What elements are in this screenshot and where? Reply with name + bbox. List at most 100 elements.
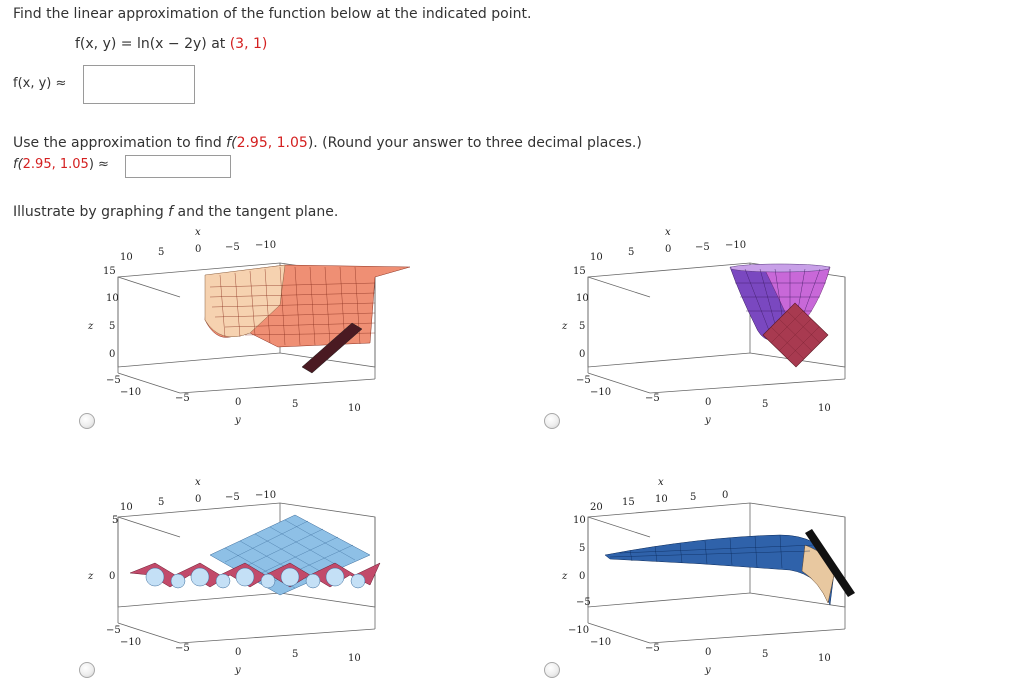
svg-text:−5: −5 xyxy=(225,492,240,503)
part2-label-f: f( xyxy=(13,157,23,172)
svg-text:10: 10 xyxy=(590,252,603,263)
svg-text:0: 0 xyxy=(195,494,201,505)
svg-text:5: 5 xyxy=(690,492,696,503)
x-axis-label: x xyxy=(195,477,201,488)
z-axis-ticks: 5 0 −5 xyxy=(106,515,121,636)
svg-text:10: 10 xyxy=(818,653,831,664)
svg-text:15: 15 xyxy=(622,497,635,508)
svg-text:−5: −5 xyxy=(225,242,240,253)
svg-text:10: 10 xyxy=(348,653,361,664)
x-axis-ticks: 10 5 0 −5 −10 xyxy=(120,240,276,263)
svg-text:0: 0 xyxy=(579,349,585,360)
y-axis-label: y xyxy=(234,665,241,676)
svg-text:−5: −5 xyxy=(576,597,591,608)
part3-prompt: Illustrate by graphing f and the tangent… xyxy=(13,204,338,220)
tangent-plane xyxy=(301,322,363,374)
option-a-radio[interactable] xyxy=(79,413,95,429)
option-c-radio[interactable] xyxy=(79,662,95,678)
question-intro: Find the linear approximation of the fun… xyxy=(13,6,532,22)
svg-text:10: 10 xyxy=(573,515,586,526)
y-axis-label: y xyxy=(234,415,241,426)
z-axis-label: z xyxy=(561,571,568,582)
part2-answer-label: f(2.95, 1.05) ≈ xyxy=(13,157,109,172)
svg-text:0: 0 xyxy=(195,244,201,255)
svg-text:5: 5 xyxy=(292,649,298,660)
svg-text:15: 15 xyxy=(573,266,586,277)
linear-approx-input[interactable] xyxy=(83,65,195,104)
option-c-graph: 10 5 0 −5 −10 x 5 0 −5 z −10 −5 0 5 10 y xyxy=(80,475,410,691)
svg-text:−10: −10 xyxy=(568,625,589,636)
svg-text:−5: −5 xyxy=(175,393,190,404)
part2-prompt-f: f( xyxy=(226,135,237,151)
estimate-input[interactable] xyxy=(125,155,231,178)
option-d-radio[interactable] xyxy=(544,662,560,678)
svg-text:5: 5 xyxy=(579,543,585,554)
svg-text:−5: −5 xyxy=(175,643,190,654)
option-b-radio[interactable] xyxy=(544,413,560,429)
svg-text:5: 5 xyxy=(579,321,585,332)
z-axis-label: z xyxy=(87,571,94,582)
x-axis-ticks: 10 5 0 −5 −10 xyxy=(590,240,746,263)
option-b-graph: 10 5 0 −5 −10 x 15 10 5 0 −5 z −10 −5 0 … xyxy=(550,225,880,450)
svg-text:10: 10 xyxy=(120,502,133,513)
svg-text:10: 10 xyxy=(348,403,361,414)
svg-text:0: 0 xyxy=(235,647,241,658)
svg-text:0: 0 xyxy=(109,571,115,582)
svg-text:5: 5 xyxy=(112,515,118,526)
z-axis-ticks: 10 5 0 −5 −10 xyxy=(568,515,591,636)
svg-text:10: 10 xyxy=(106,293,119,304)
svg-text:5: 5 xyxy=(158,497,164,508)
z-axis-ticks: 15 10 5 0 −5 xyxy=(103,266,121,386)
svg-text:−5: −5 xyxy=(645,393,660,404)
svg-text:0: 0 xyxy=(235,397,241,408)
x-axis-label: x xyxy=(665,227,671,238)
svg-text:−10: −10 xyxy=(120,637,141,648)
tangent-plane xyxy=(805,529,855,597)
svg-text:5: 5 xyxy=(628,247,634,258)
part2-label-tail: ) ≈ xyxy=(88,157,109,172)
svg-text:10: 10 xyxy=(120,252,133,263)
svg-text:−10: −10 xyxy=(255,490,276,501)
part2-prompt-text: Use the approximation to find xyxy=(13,135,227,151)
part3-prompt-text: Illustrate by graphing xyxy=(13,204,169,220)
z-axis-label: z xyxy=(87,321,94,332)
function-text: f(x, y) = ln(x − 2y) at xyxy=(75,36,230,52)
svg-text:−10: −10 xyxy=(120,387,141,398)
svg-text:−5: −5 xyxy=(645,643,660,654)
svg-text:−5: −5 xyxy=(695,242,710,253)
y-axis-label: y xyxy=(704,415,711,426)
option-a-graph: 10 5 0 −5 −10 x 15 10 5 0 −5 z −10 −5 0 … xyxy=(80,225,410,450)
y-axis-ticks: −10 −5 0 5 10 xyxy=(590,387,831,414)
svg-text:5: 5 xyxy=(762,649,768,660)
z-axis-label: z xyxy=(561,321,568,332)
z-axis-ticks: 15 10 5 0 −5 xyxy=(573,266,591,386)
x-axis-ticks: 20 15 10 5 0 xyxy=(590,490,728,513)
svg-text:−10: −10 xyxy=(255,240,276,251)
svg-text:10: 10 xyxy=(576,293,589,304)
svg-text:0: 0 xyxy=(705,397,711,408)
svg-text:−5: −5 xyxy=(106,625,121,636)
svg-text:5: 5 xyxy=(762,399,768,410)
part2-label-point: 2.95, 1.05 xyxy=(22,157,89,172)
approx-label: f(x, y) ≈ xyxy=(13,76,67,91)
x-axis-label: x xyxy=(195,227,201,238)
svg-text:0: 0 xyxy=(722,490,728,501)
function-surface xyxy=(129,562,381,589)
y-axis-ticks: −10 −5 0 5 10 xyxy=(120,637,361,664)
bounding-box xyxy=(587,502,846,644)
svg-text:−10: −10 xyxy=(725,240,746,251)
y-axis-label: y xyxy=(704,665,711,676)
svg-text:5: 5 xyxy=(292,399,298,410)
x-axis-label: x xyxy=(658,477,664,488)
svg-text:5: 5 xyxy=(158,247,164,258)
function-definition: f(x, y) = ln(x − 2y) at (3, 1) xyxy=(75,36,267,52)
x-axis-ticks: 10 5 0 −5 −10 xyxy=(120,490,276,513)
function-surface xyxy=(604,534,836,606)
function-point: (3, 1) xyxy=(229,36,268,52)
function-surface xyxy=(729,263,831,341)
bounding-box xyxy=(587,262,846,394)
y-axis-ticks: −10 −5 0 5 10 xyxy=(590,637,831,664)
option-d-graph: 20 15 10 5 0 x 10 5 0 −5 −10 z −10 −5 0 … xyxy=(550,475,880,691)
part2-prompt: Use the approximation to find f(2.95, 1.… xyxy=(13,135,642,151)
tangent-plane xyxy=(762,302,829,368)
